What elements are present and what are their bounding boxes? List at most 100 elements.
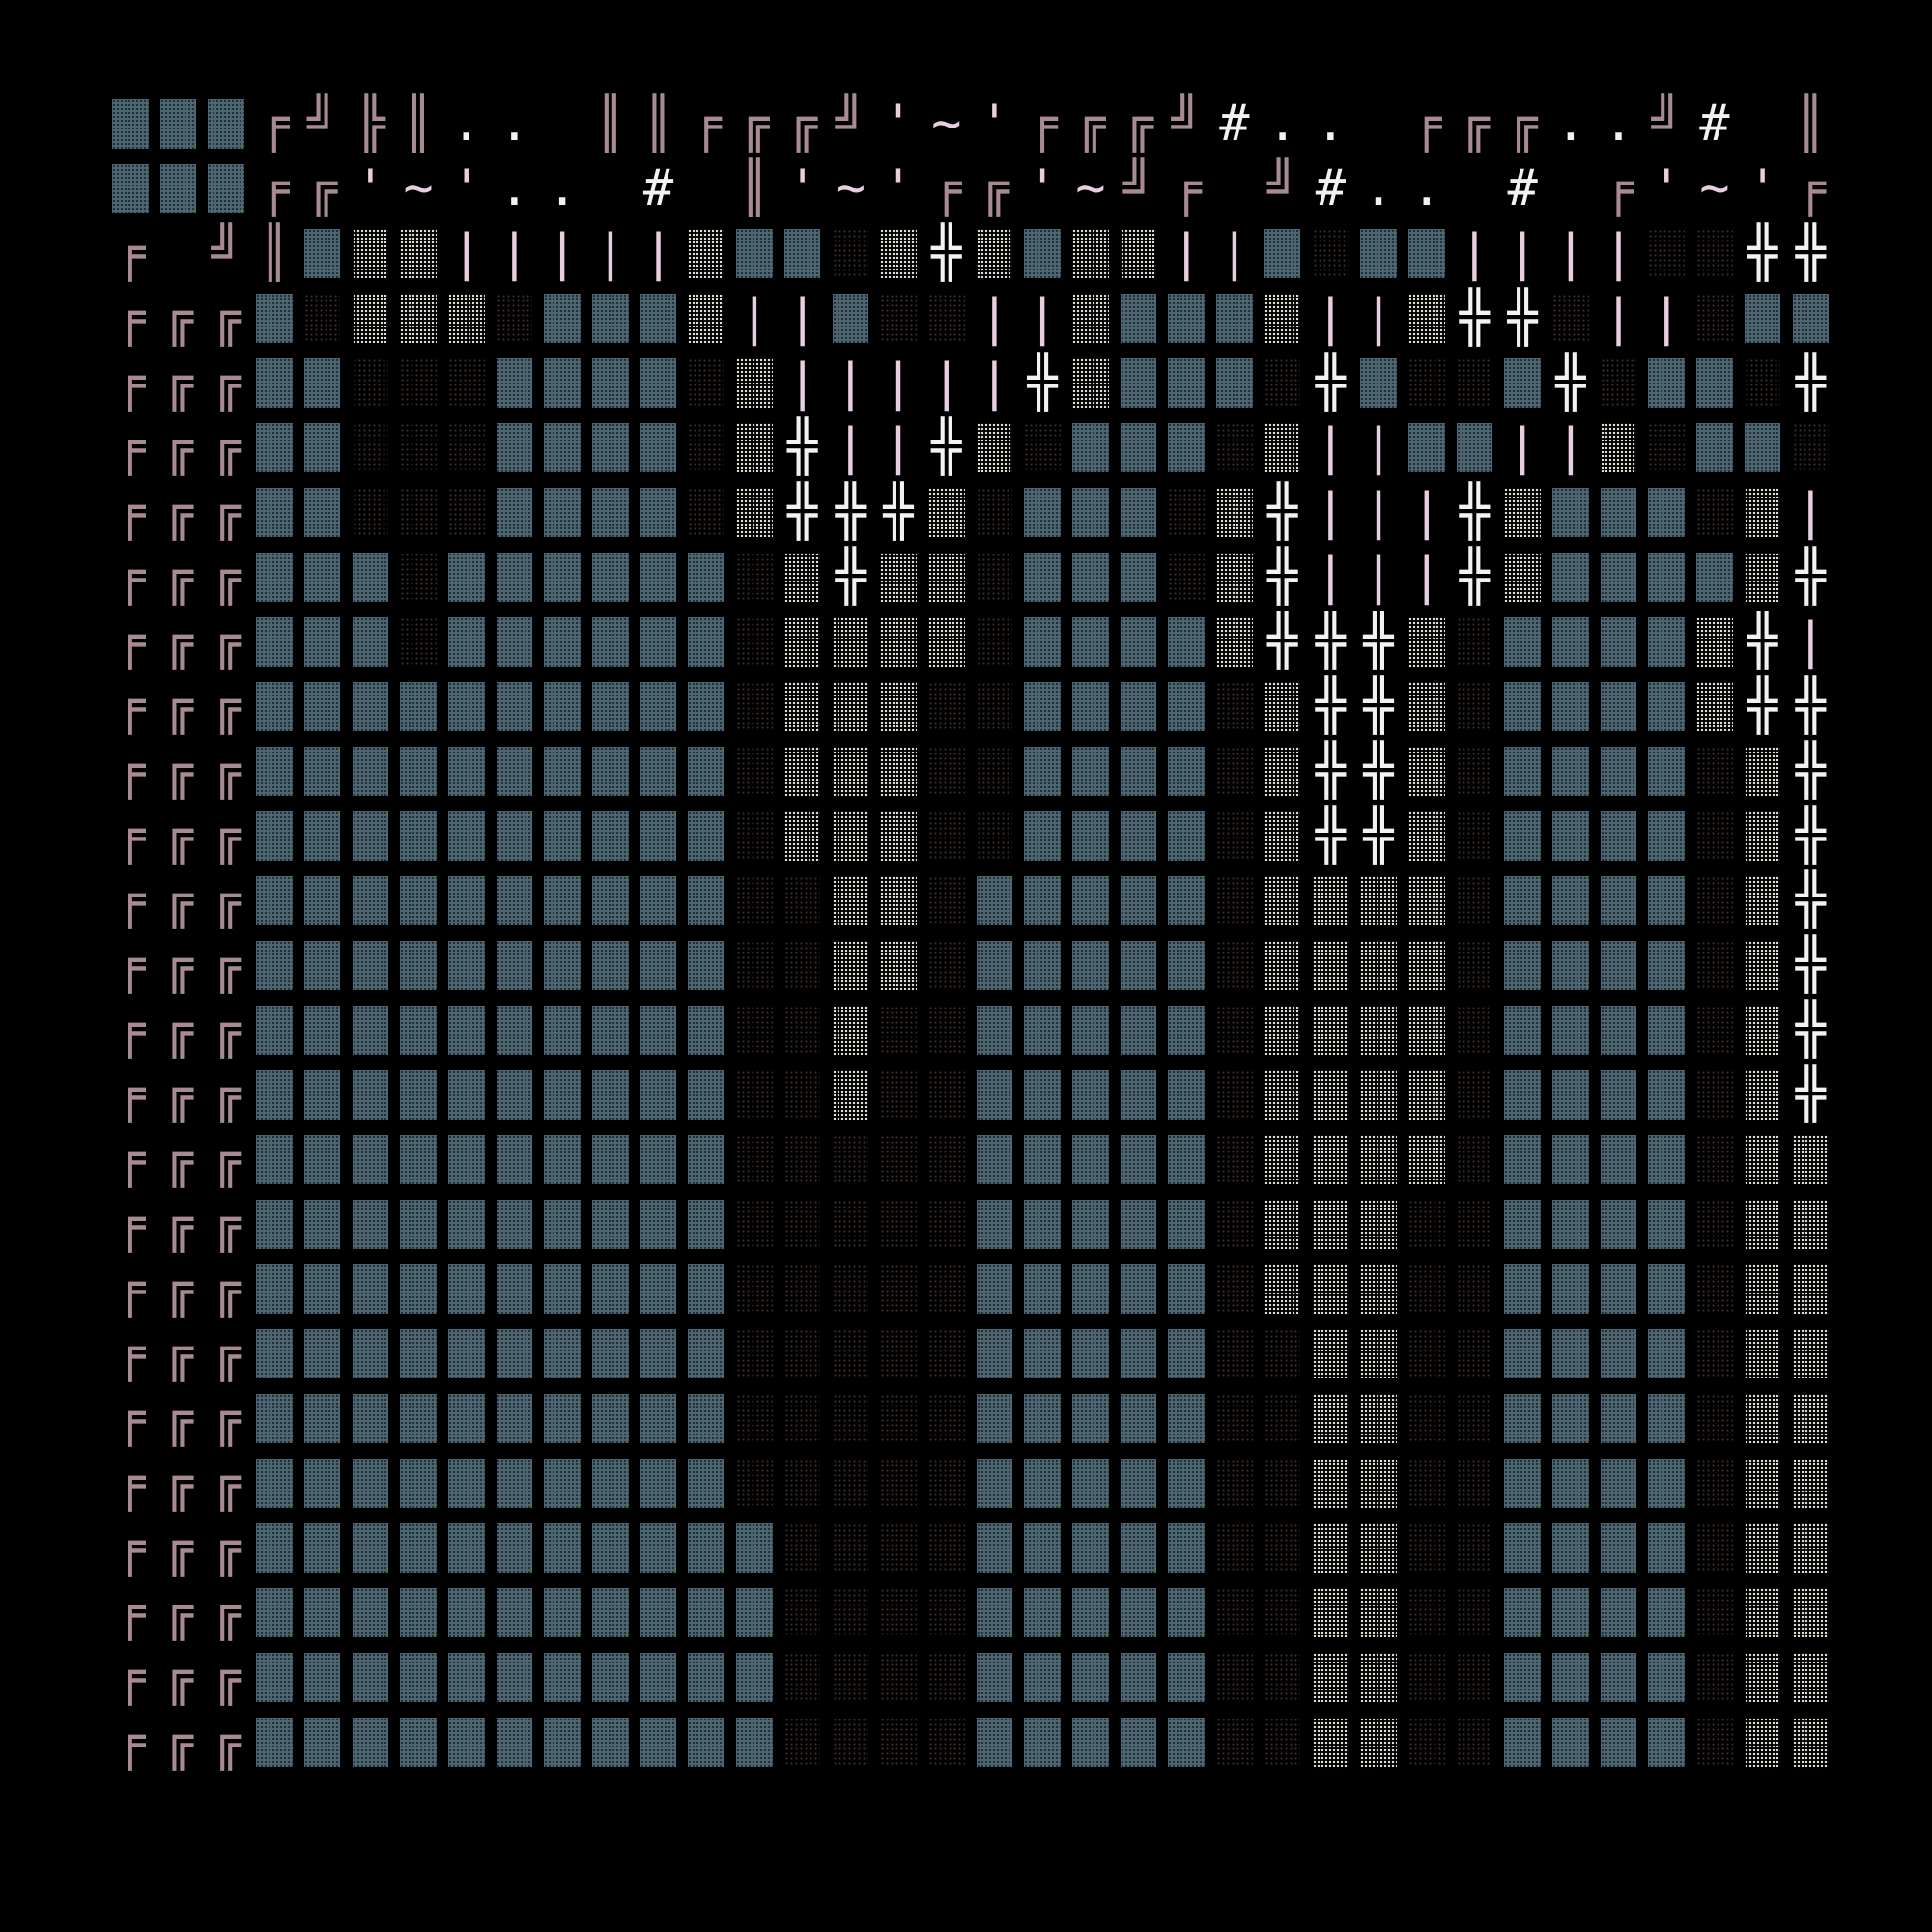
dark-shade-cell [442, 480, 491, 545]
teal-block-cell [1115, 1127, 1163, 1192]
dark-shade-cell [1690, 933, 1739, 998]
glyph-cell: : [1834, 804, 1835, 868]
teal-block-cell [682, 1516, 730, 1580]
light-shade-cell [1259, 415, 1307, 480]
teal-block-cell [586, 998, 635, 1063]
teal-block-cell [106, 92, 155, 156]
light-shade-cell [1115, 221, 1163, 286]
teal-block-cell [394, 1451, 442, 1516]
dark-shade-cell [779, 1127, 827, 1192]
teal-block-cell [298, 868, 347, 933]
glyph-cell: # [1219, 95, 1250, 153]
teal-block-cell [1498, 1516, 1547, 1580]
teal-block-cell [1018, 1516, 1066, 1580]
teal-block-cell [442, 1580, 491, 1645]
art-row: ╒ ╔ ╔ ╬: [106, 1063, 1835, 1127]
teal-block-cell [538, 804, 586, 868]
teal-block-cell [971, 1451, 1019, 1516]
dark-shade-cell [827, 221, 875, 286]
glyph-cell: . [1363, 159, 1394, 217]
light-shade-cell [923, 610, 971, 674]
glyph-cell: ' [355, 159, 385, 217]
glyph-cell: . [498, 159, 530, 217]
teal-block-cell [1162, 610, 1210, 674]
teal-block-cell [1595, 610, 1643, 674]
glyph-cell: ' [883, 95, 914, 153]
glyph-cell: ╒ [1795, 159, 1826, 217]
glyph-cell: ╒ [115, 936, 146, 994]
light-shade-cell [1307, 1257, 1355, 1321]
dark-shade-cell [1403, 1192, 1451, 1257]
teal-block-cell [250, 1451, 298, 1516]
teal-block-cell [442, 1321, 491, 1386]
teal-block-cell [298, 1257, 347, 1321]
glyph-cell: ╔ [786, 95, 818, 153]
dark-shade-cell [730, 933, 779, 998]
teal-block-cell [635, 1192, 683, 1257]
glyph-cell: | [1219, 224, 1250, 282]
teal-block-cell [1162, 1451, 1210, 1516]
teal-block-cell [1498, 1127, 1547, 1192]
dark-shade-cell [1403, 1580, 1451, 1645]
glyph-cell: ╔ [162, 807, 194, 865]
teal-block-cell [1642, 1127, 1690, 1192]
light-shade-cell [1739, 1321, 1787, 1386]
teal-block-cell [1115, 1710, 1163, 1775]
dark-shade-cell [923, 1386, 971, 1451]
dark-shade-cell [1210, 1580, 1259, 1645]
teal-block-cell [682, 1386, 730, 1451]
teal-block-cell [491, 1516, 539, 1580]
light-shade-cell [1403, 868, 1451, 933]
teal-block-cell [347, 1257, 395, 1321]
teal-block-cell [1642, 545, 1690, 610]
light-shade-cell [1210, 545, 1259, 610]
teal-block-cell [971, 1063, 1019, 1127]
teal-block-cell [1115, 1257, 1163, 1321]
teal-block-cell [586, 1063, 635, 1127]
teal-block-cell [347, 674, 395, 739]
light-shade-cell [1307, 1127, 1355, 1192]
teal-block-cell [1018, 1063, 1066, 1127]
teal-block-cell [586, 545, 635, 610]
dark-shade-cell [779, 1451, 827, 1516]
teal-block-cell [635, 674, 683, 739]
light-shade-cell [1403, 1127, 1451, 1192]
glyph-cell: | [1507, 418, 1538, 476]
glyph-cell: ╔ [162, 1001, 194, 1059]
glyph-cell: . [451, 95, 482, 153]
dark-shade-cell [394, 480, 442, 545]
teal-block-cell [1066, 1386, 1115, 1451]
glyph-cell: : [1834, 998, 1835, 1063]
teal-block-cell [347, 545, 395, 610]
teal-block-cell [1642, 1063, 1690, 1127]
teal-block-cell [538, 868, 586, 933]
teal-block-cell [971, 1321, 1019, 1386]
light-shade-cell [1787, 1257, 1835, 1321]
teal-block-cell [1642, 480, 1690, 545]
glyph-cell: ' [1027, 159, 1058, 217]
light-shade-cell [874, 739, 923, 804]
light-shade-cell [1739, 1710, 1787, 1775]
dark-shade-cell [730, 739, 779, 804]
dark-shade-cell [1259, 351, 1307, 415]
teal-block-cell [298, 1321, 347, 1386]
light-shade-cell [1307, 1192, 1355, 1257]
teal-block-cell [1498, 1321, 1547, 1386]
teal-block-cell [1642, 1257, 1690, 1321]
teal-block-cell [1018, 1451, 1066, 1516]
teal-block-cell [1595, 1580, 1643, 1645]
art-row: ╒ ╔ ╔ ╬: [106, 998, 1835, 1063]
teal-block-cell [1018, 1127, 1066, 1192]
glyph-cell: # [1315, 159, 1346, 217]
glyph-cell: ╔ [1122, 95, 1154, 153]
teal-block-cell [250, 1580, 298, 1645]
teal-block-cell [1162, 933, 1210, 998]
glyph-cell: ╔ [162, 1065, 194, 1123]
art-row: ╒ ╔ ╔ | | | | | ╬ ╬ ╬ ╬ [106, 351, 1835, 415]
dark-shade-cell [1690, 1645, 1739, 1710]
glyph-cell: ╝ [1651, 95, 1682, 153]
teal-block-cell [586, 610, 635, 674]
teal-block-cell [730, 1710, 779, 1775]
glyph-cell: # [642, 159, 674, 217]
teal-block-cell [491, 868, 539, 933]
